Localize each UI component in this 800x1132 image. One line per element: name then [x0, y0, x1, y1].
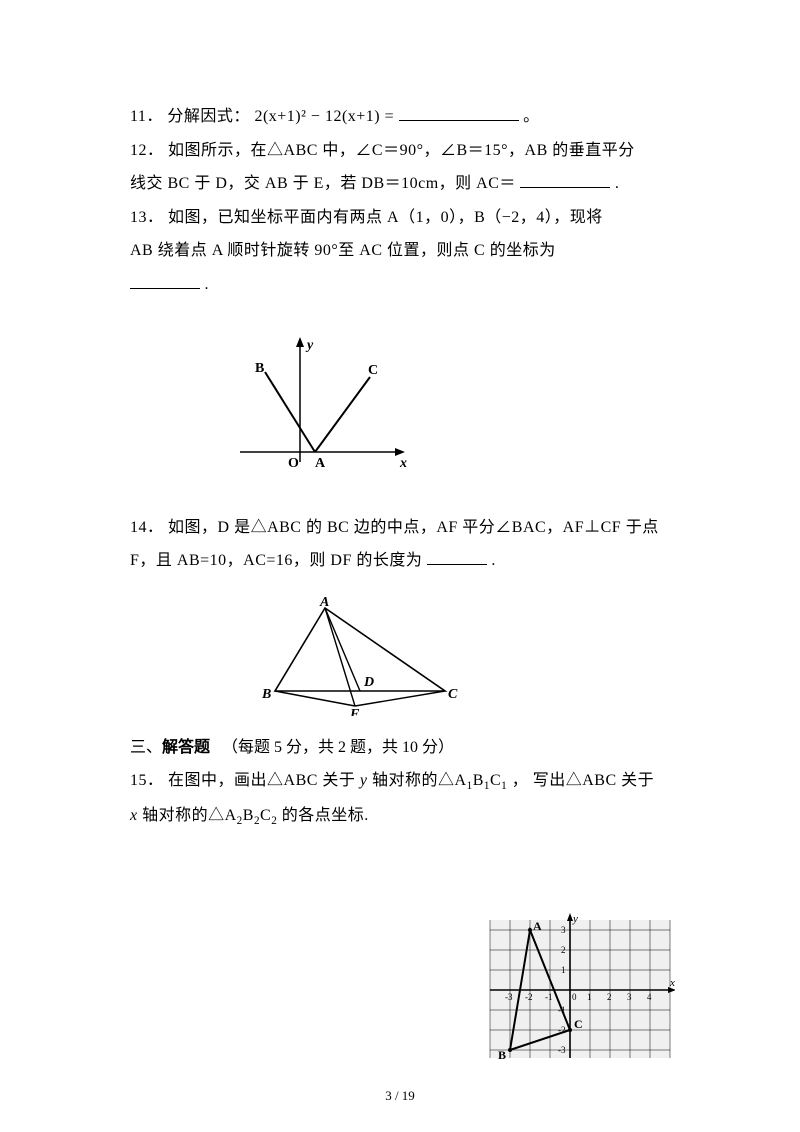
q13-line2: AB 绕着点 A 顺时针旋转 90°至 AC 位置，则点 C 的坐标为 — [130, 234, 690, 268]
q12-num: 12． — [130, 142, 164, 159]
q15-l1a: 在图中，画出△ABC 关于 — [168, 772, 360, 789]
svg-text:1: 1 — [587, 992, 592, 1002]
q12-line1: 12． 如图所示，在△ABC 中，∠C＝90°，∠B＝15°，AB 的垂直平分 — [130, 134, 690, 168]
fig1-C-label: C — [368, 363, 378, 378]
page-number: 3 / 19 — [385, 1088, 415, 1103]
q14-l2b: . — [491, 552, 496, 569]
q14-line1: 14． 如图，D 是△ABC 的 BC 边的中点，AF 平分∠BAC，AF⊥CF… — [130, 511, 690, 545]
q14-l1: 如图，D 是△ABC 的 BC 边的中点，AF 平分∠BAC，AF⊥CF 于点 — [168, 519, 659, 536]
fig2-A: A — [319, 596, 329, 610]
q14-l2a: F，且 AB=10，AC=16，则 DF 的长度为 — [130, 552, 422, 569]
q11: 11． 分解因式： 2(x+1)² − 12(x+1) = 。 — [130, 100, 690, 134]
q13-l3: . — [205, 276, 210, 293]
grid-y-label: y — [572, 913, 578, 925]
svg-text:-3: -3 — [505, 992, 513, 1002]
grid-B: B — [498, 1048, 506, 1062]
svg-text:3: 3 — [627, 992, 632, 1002]
q15-l1b: 轴对称的△A — [368, 772, 467, 789]
fig2-D: D — [363, 675, 374, 690]
svg-text:2: 2 — [561, 945, 566, 955]
svg-text:-2: -2 — [525, 992, 533, 1002]
q15-l1c: B — [473, 772, 484, 789]
section-3-num: 三、 — [130, 739, 162, 756]
fig2-F: F — [349, 707, 360, 716]
q12-l2b: . — [615, 175, 620, 192]
page-footer: 3 / 19 — [0, 1088, 800, 1104]
svg-text:3: 3 — [561, 925, 566, 935]
figure-axes-svg: y x O A B C — [210, 332, 410, 492]
fig1-O-label: O — [288, 456, 299, 471]
q15-l1d: C — [490, 772, 501, 789]
grid-A: A — [533, 919, 542, 933]
q12-blank — [520, 173, 610, 188]
section-3-heading: 三、解答题 （每题 5 分，共 2 题，共 10 分） — [130, 731, 690, 765]
fig1-B-label: B — [255, 361, 264, 376]
q11-text: 分解因式： — [167, 108, 250, 125]
q14-num: 14． — [130, 519, 164, 536]
q13-l2: AB 绕着点 A 顺时针旋转 90°至 AC 位置，则点 C 的坐标为 — [130, 242, 556, 259]
svg-text:-3: -3 — [558, 1045, 566, 1055]
q15-l2b: 轴对称的△A — [138, 807, 237, 824]
q15-l2e: 的各点坐标. — [277, 807, 369, 824]
svg-text:0: 0 — [572, 992, 577, 1002]
figure-axes-bc: y x O A B C — [210, 332, 690, 497]
svg-text:4: 4 — [647, 992, 652, 1002]
svg-text:-1: -1 — [558, 1005, 566, 1015]
q15-num: 15． — [130, 772, 164, 789]
fig1-A-label: A — [315, 456, 326, 471]
q15-l1e: ， 写出△ABC 关于 — [507, 772, 654, 789]
figure-triangle-svg: A B C D F — [250, 596, 470, 716]
svg-text:1: 1 — [561, 965, 566, 975]
q15-l2d: C — [260, 807, 271, 824]
q11-blank — [399, 106, 519, 121]
q15-l2c: B — [243, 807, 254, 824]
q13-blank — [130, 274, 200, 289]
svg-text:2: 2 — [607, 992, 612, 1002]
section-3-title: 解答题 — [162, 739, 210, 756]
q15-y: y — [360, 772, 368, 789]
q13-l1: 如图，已知坐标平面内有两点 A（1，0），B（−2，4），现将 — [168, 209, 603, 226]
figure-grid-abc: y x A B C 0 1 2 3 4 -1 -2 -3 1 2 3 -1 -2… — [485, 912, 675, 1067]
q11-num: 11． — [130, 108, 163, 125]
grid-C: C — [574, 1017, 583, 1031]
q13-line1: 13． 如图，已知坐标平面内有两点 A（1，0），B（−2，4），现将 — [130, 201, 690, 235]
q15-line1: 15． 在图中，画出△ABC 关于 y 轴对称的△A1B1C1 ， 写出△ABC… — [130, 764, 690, 799]
q14-line2: F，且 AB=10，AC=16，则 DF 的长度为 . — [130, 544, 690, 578]
fig2-C: C — [448, 687, 458, 702]
q11-expr: 2(x+1)² − 12(x+1) = — [254, 108, 394, 125]
q12-l2a: 线交 BC 于 D，交 AB 于 E，若 DB＝10cm，则 AC＝ — [130, 175, 516, 192]
q13-num: 13． — [130, 209, 164, 226]
q15-line2: x 轴对称的△A2B2C2 的各点坐标. — [130, 799, 690, 834]
q15-x: x — [130, 807, 138, 824]
q13-line3: . — [130, 268, 690, 302]
section-3-note: （每题 5 分，共 2 题，共 10 分） — [222, 739, 454, 756]
figure-triangle-adf: A B C D F — [250, 596, 690, 721]
page: 11． 分解因式： 2(x+1)² − 12(x+1) = 。 12． 如图所示… — [0, 0, 800, 1132]
fig1-y-label: y — [305, 338, 314, 353]
svg-text:-2: -2 — [558, 1025, 566, 1035]
q12-line2: 线交 BC 于 D，交 AB 于 E，若 DB＝10cm，则 AC＝ . — [130, 167, 690, 201]
grid-x-label: x — [669, 977, 675, 989]
svg-text:-1: -1 — [545, 992, 553, 1002]
fig1-x-label: x — [399, 456, 407, 471]
fig2-B: B — [261, 687, 271, 702]
q11-tail: 。 — [523, 108, 540, 125]
figure-grid-svg: y x A B C 0 1 2 3 4 -1 -2 -3 1 2 3 -1 -2… — [485, 912, 675, 1062]
q14-blank — [427, 550, 487, 565]
q12-l1: 如图所示，在△ABC 中，∠C＝90°，∠B＝15°，AB 的垂直平分 — [168, 142, 635, 159]
